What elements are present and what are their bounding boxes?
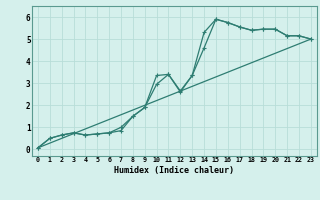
X-axis label: Humidex (Indice chaleur): Humidex (Indice chaleur) xyxy=(115,166,234,175)
